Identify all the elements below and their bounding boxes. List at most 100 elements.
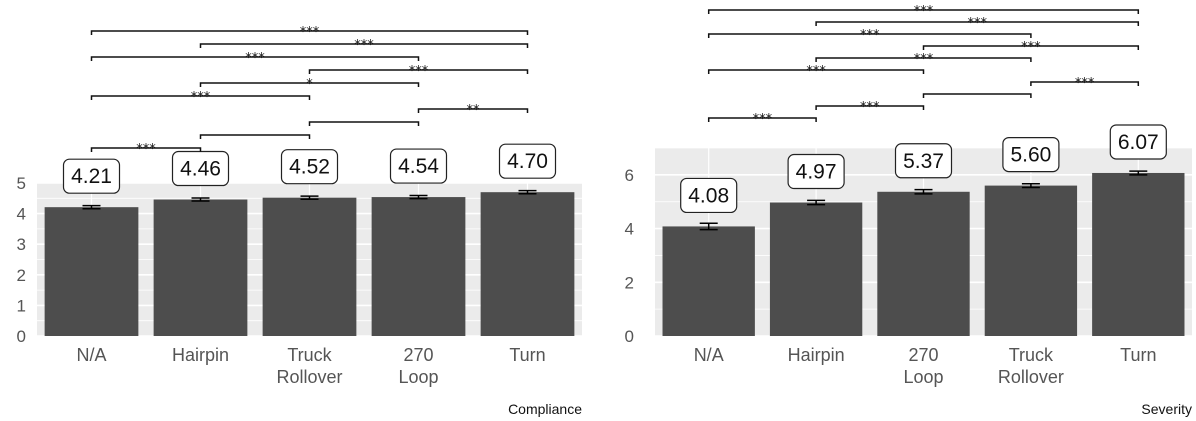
significance-label: *** [245,51,265,66]
data-label-box [680,177,738,214]
bar [1092,172,1185,336]
significance-label: *** [1021,40,1041,55]
bracket-line [707,33,1032,38]
bracket-line [707,69,925,74]
significance-bracket: *** [707,112,817,127]
bracket-line [922,93,1032,98]
data-label: 4.54 [398,155,439,178]
bracket-line [815,21,1140,26]
compliance-chart: 0 1 2 3 4 5 4.21 N/A 4.46 Hairpin 4.52 Truck Rollove… [17,25,583,417]
bar [984,185,1078,336]
significance-bracket: *** [815,16,1140,31]
significance-bracket: *** [815,100,925,115]
y-tick-label: 0 [17,327,26,346]
x-tick-label: Truck Rollover [276,345,342,387]
data-label: 4.52 [289,156,330,179]
bar [153,199,248,336]
significance-bracket: *** [90,90,311,105]
x-axis-label: Compliance [508,401,582,417]
significance-label: *** [753,112,773,127]
bracket-line [90,30,529,35]
data-label: 6.07 [1118,131,1159,154]
bar [44,207,139,336]
bracket-line [199,82,420,87]
y-tick-label: 4 [625,220,634,239]
significance-bracket: *** [1030,76,1140,91]
significance-bracket [308,121,420,126]
data-label-box [389,148,448,184]
significance-label: *** [914,4,934,19]
significance-label: *** [914,52,934,67]
x-tick-label: Turn [1120,345,1156,365]
y-tick-label: 3 [17,235,26,254]
x-tick-label: Hairpin [788,345,845,365]
bar [371,197,466,336]
data-label-box [1002,137,1060,173]
bracket-line [308,121,420,126]
y-tick-label: 2 [17,266,26,285]
bracket-line [90,56,420,61]
data-label-box [1109,124,1167,160]
significance-label: *** [409,64,429,79]
significance-bracket: *** [707,64,925,79]
bar [662,226,755,336]
data-label: 4.97 [796,161,837,184]
data-label-box [787,153,845,190]
bar [877,191,970,336]
bracket-line [417,108,529,113]
x-tick-label: N/A [76,345,106,365]
bracket-line [922,45,1140,50]
x-axis-label: Severity [1141,401,1192,417]
significance-bracket: *** [707,4,1140,19]
significance-bracket: ** [417,103,529,118]
significance-bracket: *** [922,40,1140,55]
significance-label: * [306,77,313,92]
bracket-line [815,105,925,110]
significance-bracket: *** [199,38,529,53]
x-tick-label: Truck Rollover [998,345,1064,387]
x-tick-label: Turn [509,345,545,365]
significance-label: *** [967,16,987,31]
data-label: 5.37 [903,150,944,173]
bracket-line [707,9,1140,14]
x-tick-label: 270 Loop [398,345,438,387]
data-label: 4.21 [71,165,112,188]
significance-label: *** [1075,76,1095,91]
significance-bracket: *** [90,25,529,40]
x-tick-label: 270 Loop [903,345,943,387]
significance-bracket: *** [90,142,202,157]
y-tick-label: 6 [625,166,634,185]
significance-bracket [922,93,1032,98]
data-label-box [280,149,339,185]
bracket-line [90,147,202,152]
bracket-line [90,95,311,100]
bracket-line [199,43,529,48]
significance-label: *** [136,142,156,157]
significance-label: *** [860,28,880,43]
bracket-line [1030,81,1140,86]
bracket-line [707,117,817,122]
significance-bracket: *** [707,28,1032,43]
bracket-line [815,57,1032,62]
data-label: 4.46 [180,158,221,181]
significance-bracket: *** [308,64,529,79]
data-label: 4.70 [507,150,548,173]
data-label: 5.60 [1010,144,1051,167]
x-tick-label: Hairpin [172,345,229,365]
severity-chart: 0 2 4 6 4.08 N/A 4.97 Hairpin 5.37 270 Loop 5.60 Tru… [625,4,1192,417]
data-label: 4.08 [688,184,729,207]
significance-label: *** [860,100,880,115]
bar [769,202,863,336]
y-tick-label: 0 [625,327,634,346]
significance-bracket [199,134,311,139]
bracket-line [199,134,311,139]
significance-label: *** [300,25,320,40]
y-tick-label: 1 [17,296,26,315]
y-tick-label: 5 [17,174,26,193]
data-label-box [498,143,557,179]
significance-label: ** [467,103,481,118]
bar [262,197,357,336]
y-tick-label: 4 [17,205,26,224]
x-tick-label: N/A [694,345,724,365]
